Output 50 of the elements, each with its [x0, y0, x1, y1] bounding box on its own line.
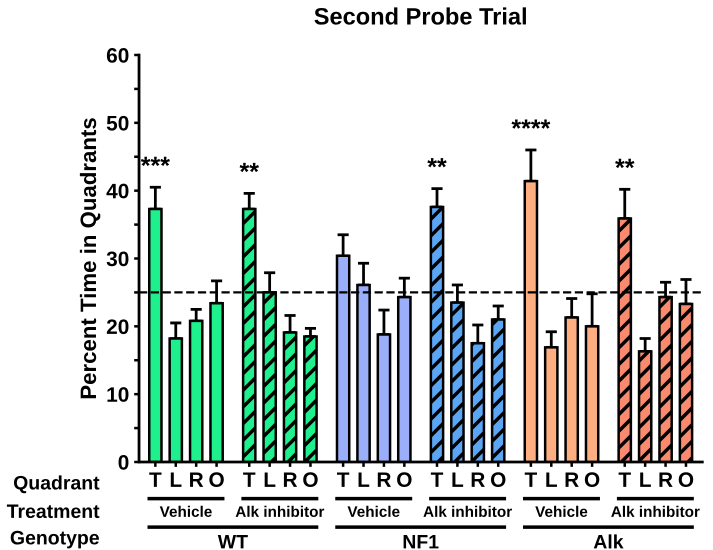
y-tick-label: 50: [106, 116, 128, 131]
x-tick-label: R: [659, 472, 673, 487]
x-tick-label: T: [336, 472, 350, 487]
x-tick-label: L: [358, 472, 370, 487]
text: Alk inhibitor: [236, 506, 324, 517]
x-tick-label: L: [264, 472, 276, 487]
y-tick-label: 10: [107, 387, 128, 402]
text: Quadrant: [14, 475, 100, 494]
x-tick-label: O: [397, 472, 412, 488]
text: Vehicle: [348, 506, 400, 517]
x-tick-label: O: [678, 472, 694, 488]
data-label: **: [615, 158, 634, 168]
text: Alk inhibitor: [611, 506, 700, 517]
text: Alk inhibitor: [423, 506, 512, 517]
x-tick-label: T: [430, 472, 444, 487]
text: Alk: [594, 534, 624, 548]
chart-title: Second Probe Trial: [314, 7, 526, 25]
x-tick-label: L: [640, 472, 651, 487]
x-tick-label: R: [566, 472, 579, 487]
text: Treatment: [6, 504, 100, 518]
x-tick-label: L: [170, 472, 182, 487]
x-tick-label: T: [618, 472, 631, 487]
data-label: **: [427, 158, 447, 168]
x-tick-label: R: [284, 472, 298, 487]
x-tick-label: R: [378, 472, 392, 487]
x-tick-label: T: [149, 472, 162, 487]
y-tick-label: 30: [106, 252, 128, 266]
x-tick-label: O: [209, 472, 224, 488]
text: NF1: [404, 535, 438, 548]
text: Vehicle: [535, 506, 588, 517]
x-tick-label: O: [490, 472, 506, 488]
data-label: **: [240, 162, 259, 172]
y-tick-label: 0: [118, 455, 128, 470]
x-tick-label: O: [303, 472, 318, 488]
data-label: ***: [140, 156, 170, 166]
y-tick-label: 20: [106, 319, 128, 334]
x-tick-label: R: [190, 472, 204, 487]
text: Genotype: [10, 530, 99, 548]
y-tick-label: 60: [106, 48, 128, 63]
x-tick-label: L: [452, 472, 464, 487]
text: WT: [218, 535, 248, 548]
x-tick-label: T: [243, 472, 256, 487]
y-tick-label: 40: [106, 184, 128, 198]
x-tick-label: L: [546, 472, 558, 487]
x-tick-label: T: [524, 472, 538, 487]
x-tick-label: O: [584, 472, 600, 488]
x-tick-label: R: [472, 472, 485, 487]
y-axis-title: Percent Time in Quadrants: [80, 118, 100, 398]
text: Vehicle: [160, 506, 212, 517]
data-label: ****: [511, 119, 550, 129]
